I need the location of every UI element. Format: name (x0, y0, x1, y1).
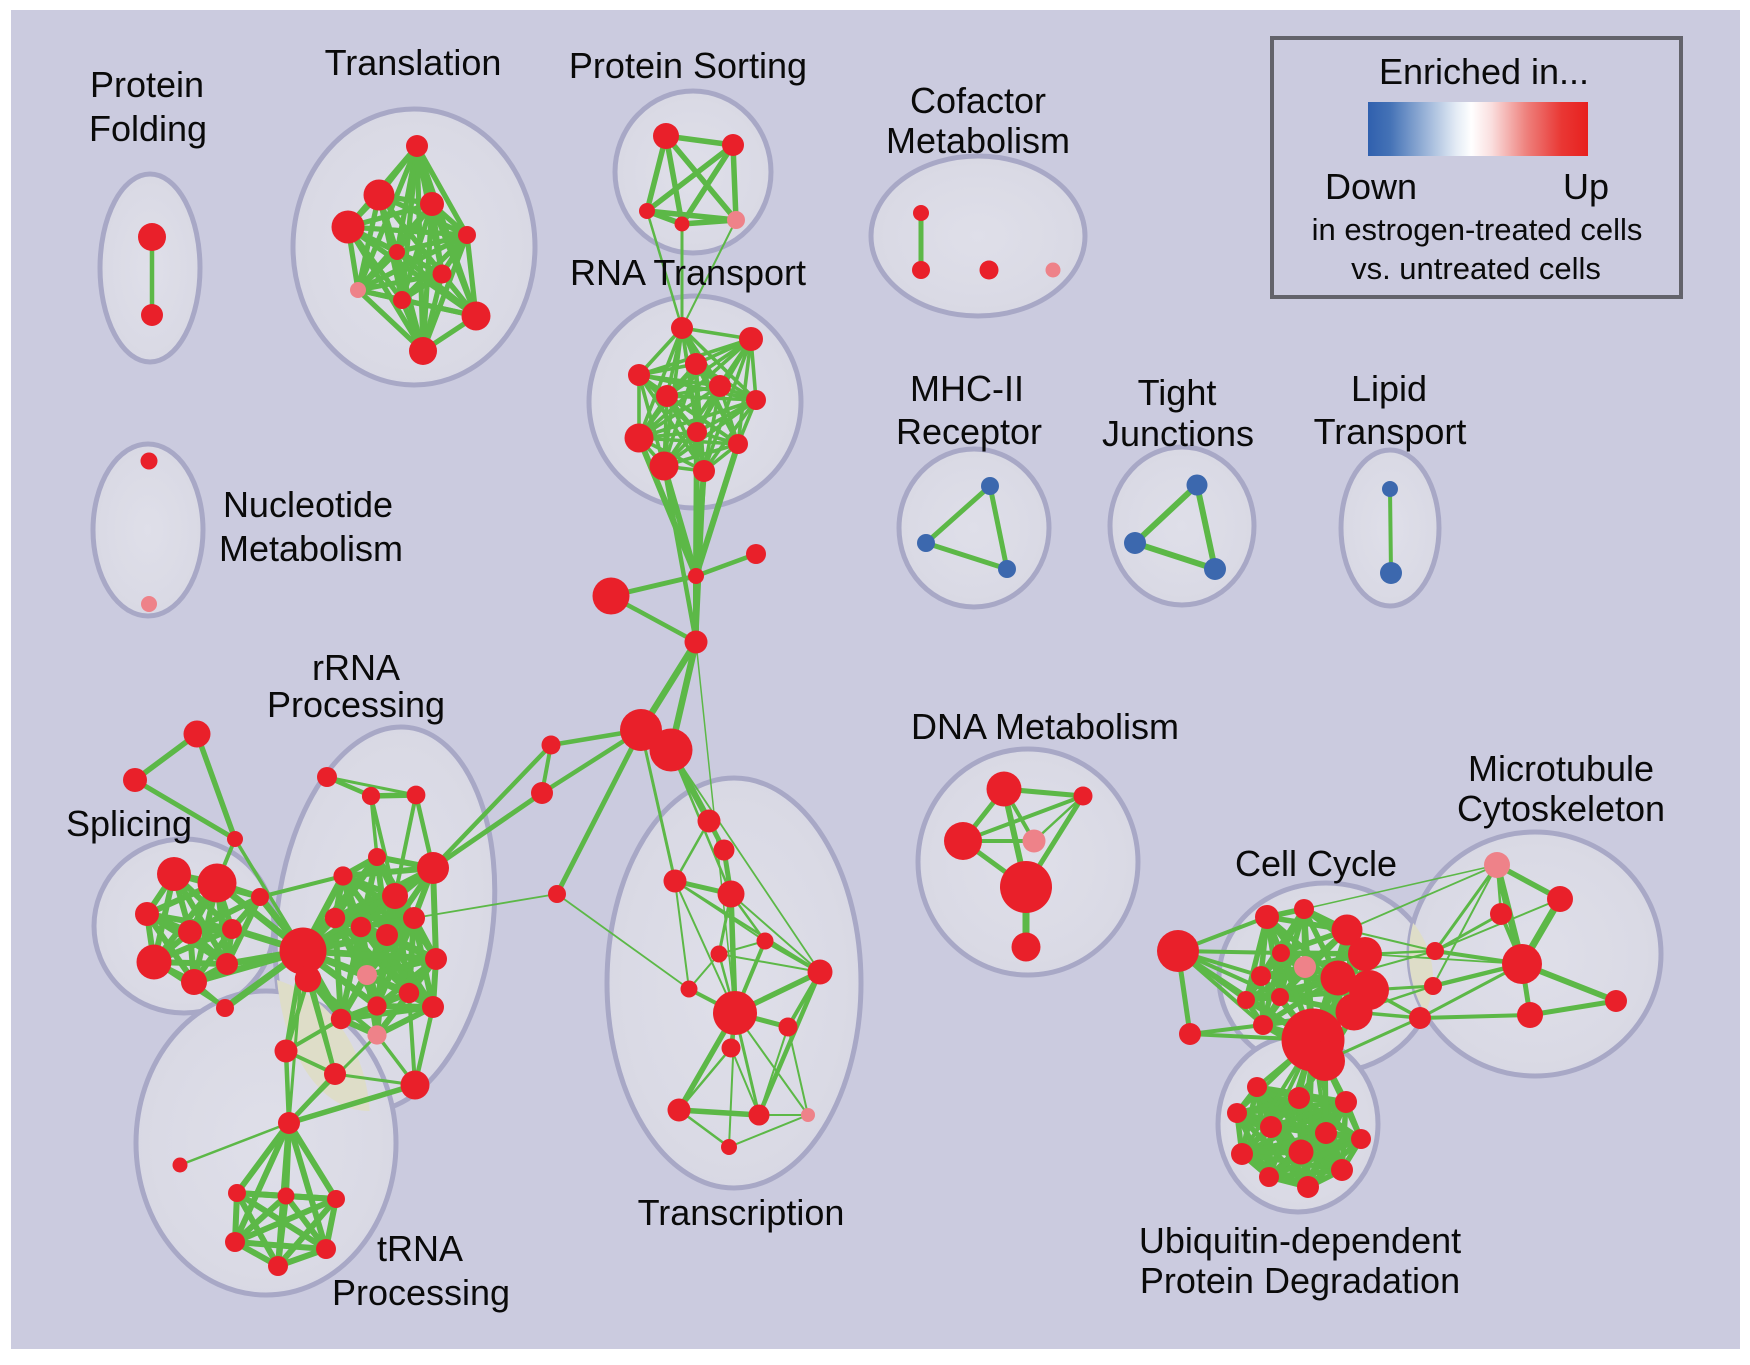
svg-text:Microtubule: Microtubule (1468, 748, 1654, 789)
svg-text:MHC-II: MHC-II (910, 368, 1024, 409)
svg-text:Splicing: Splicing (66, 803, 192, 844)
svg-text:Junctions: Junctions (1102, 413, 1254, 454)
svg-text:Translation: Translation (325, 42, 502, 83)
svg-text:Protein: Protein (90, 64, 204, 105)
svg-text:RNA Transport: RNA Transport (570, 252, 806, 293)
svg-text:Protein Sorting: Protein Sorting (569, 45, 807, 86)
svg-text:Protein Degradation: Protein Degradation (1140, 1260, 1460, 1301)
svg-text:Processing: Processing (267, 684, 445, 725)
svg-text:Down: Down (1325, 166, 1417, 207)
svg-text:Enriched in...: Enriched in... (1379, 51, 1589, 92)
svg-text:Nucleotide: Nucleotide (223, 484, 393, 525)
svg-text:Processing: Processing (332, 1272, 510, 1313)
svg-text:in estrogen-treated cells: in estrogen-treated cells (1312, 212, 1643, 247)
svg-text:Metabolism: Metabolism (219, 528, 403, 569)
svg-text:Folding: Folding (89, 108, 207, 149)
svg-text:vs. untreated cells: vs. untreated cells (1351, 251, 1601, 286)
svg-text:Cell Cycle: Cell Cycle (1235, 843, 1397, 884)
svg-text:Transport: Transport (1314, 411, 1467, 452)
svg-text:Up: Up (1563, 166, 1609, 207)
svg-text:Cytoskeleton: Cytoskeleton (1457, 788, 1665, 829)
svg-text:Transcription: Transcription (638, 1192, 845, 1233)
svg-text:Lipid: Lipid (1351, 368, 1427, 409)
svg-text:rRNA: rRNA (312, 647, 400, 688)
svg-text:Cofactor: Cofactor (910, 80, 1046, 121)
svg-text:Ubiquitin-dependent: Ubiquitin-dependent (1139, 1220, 1461, 1261)
svg-text:tRNA: tRNA (377, 1228, 463, 1269)
svg-text:Receptor: Receptor (896, 411, 1042, 452)
svg-text:Tight: Tight (1138, 372, 1217, 413)
svg-text:DNA Metabolism: DNA Metabolism (911, 706, 1179, 747)
svg-text:Metabolism: Metabolism (886, 120, 1070, 161)
